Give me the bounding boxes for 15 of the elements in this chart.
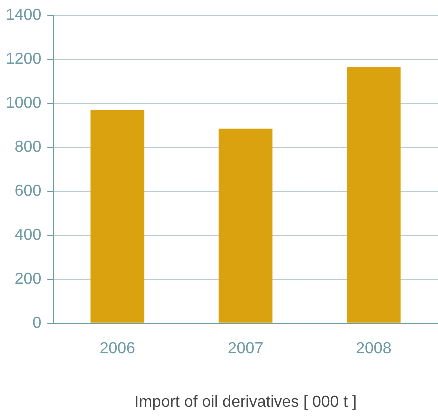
bar [347,67,401,323]
y-tick-label: 1000 [6,95,42,112]
x-tick-label: 2007 [228,340,264,358]
y-tick-label: 1400 [6,7,42,24]
bar [218,128,273,323]
y-tick-label: 600 [14,183,42,200]
x-tick-label: 2006 [100,340,136,358]
y-tick-label: 800 [14,139,42,156]
bar [90,110,145,323]
y-tick-label: 200 [14,271,42,288]
x-axis-title: Import of oil derivatives [ 000 t ] [134,394,357,411]
x-tick-label: 2008 [356,340,392,358]
y-tick-label: 1200 [6,51,42,68]
y-tick-label: 400 [14,227,42,244]
y-tick-label: 0 [32,315,42,332]
